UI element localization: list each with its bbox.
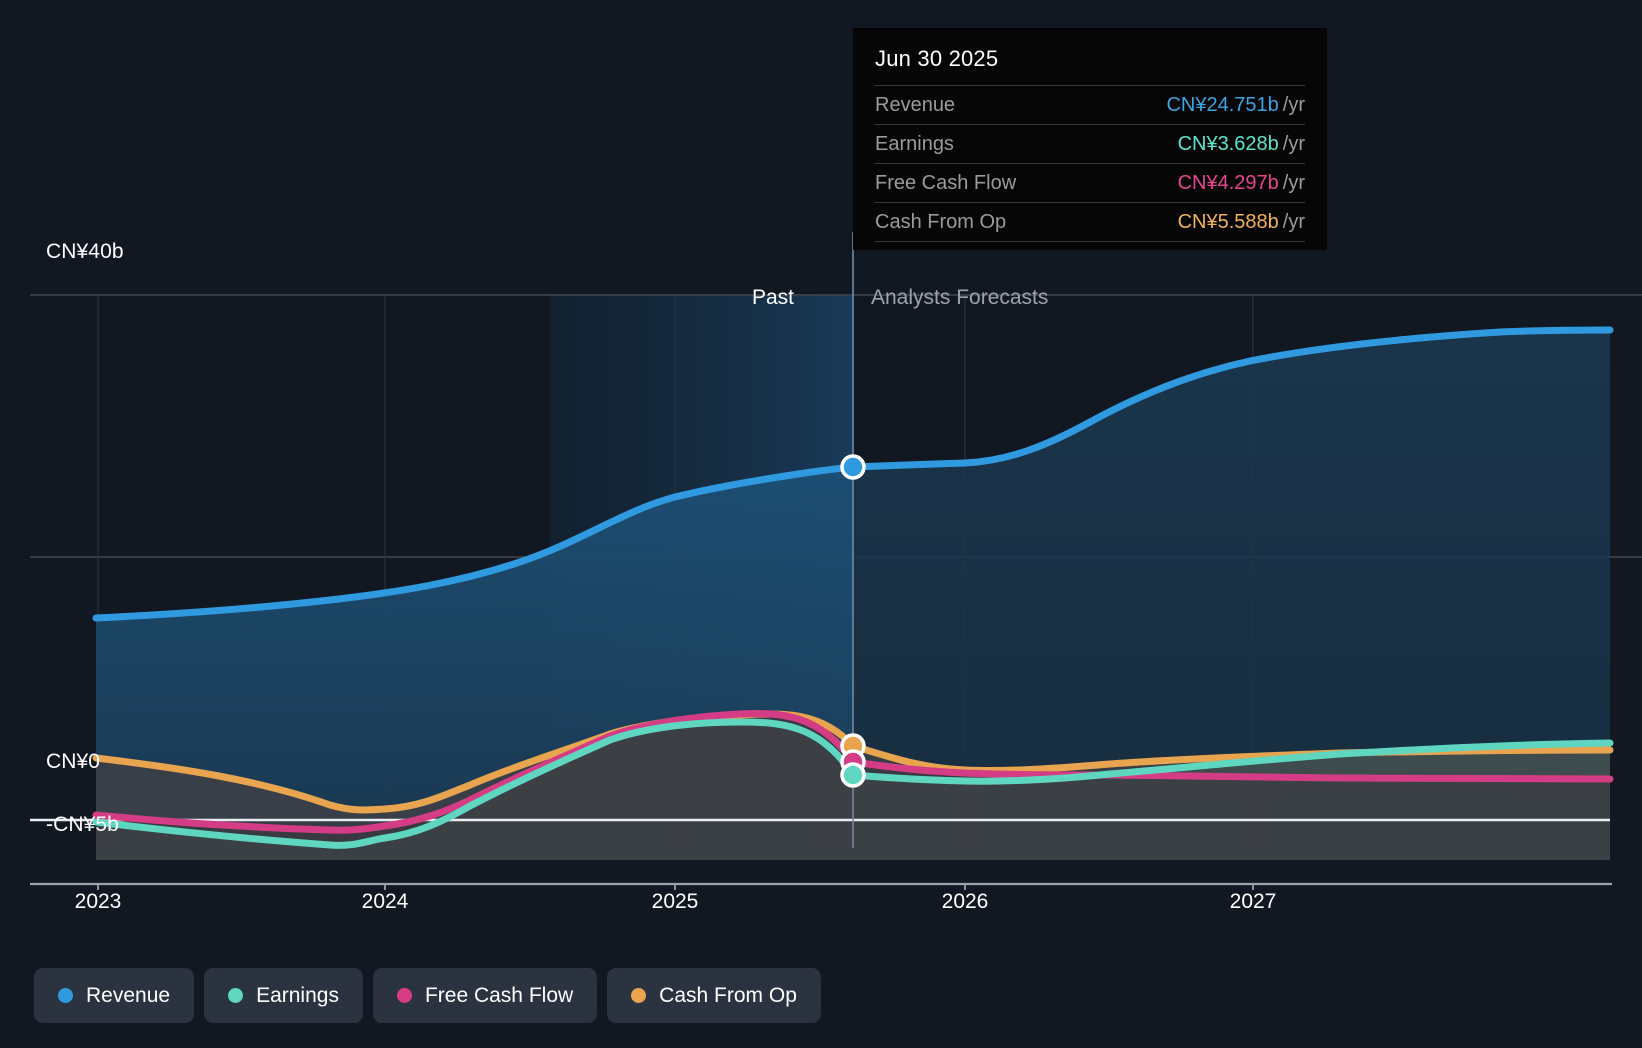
tooltip-row-label: Free Cash Flow (875, 172, 1017, 194)
marker-earnings (840, 762, 866, 788)
tooltip-row-value: CN¥24.751b (1166, 94, 1279, 116)
tooltip-row-value: CN¥4.297b (1177, 172, 1279, 194)
x-axis-label-2023: 2023 (74, 890, 122, 913)
tooltip-row-unit: /yr (1282, 172, 1305, 194)
tooltip-row-unit: /yr (1282, 133, 1305, 155)
earnings-line (92, 718, 1614, 849)
chart-legend: Revenue Earnings Free Cash Flow Cash From O… (34, 968, 821, 1023)
plot-area[interactable]: CN¥40b CN¥0 -CN¥5b Past Analysts Forecas… (0, 0, 1642, 890)
tooltip-row-value-wrap: CN¥3.628b/yr (1178, 133, 1305, 156)
past-label: Past (751, 286, 794, 309)
tooltip-date: Jun 30 2025 (875, 46, 999, 71)
tooltip-row-label: Cash From Op (875, 211, 1007, 233)
legend-item-earnings[interactable]: Earnings (204, 968, 363, 1023)
legend-item-label: Free Cash Flow (424, 983, 574, 1007)
tooltip-row-unit: /yr (1282, 94, 1305, 116)
tooltip-row-value-wrap: CN¥5.588b/yr (1178, 211, 1305, 234)
y-axis-label-bottom: -CN¥5b (46, 813, 119, 836)
tooltip-bottom-rule (875, 241, 1305, 242)
tooltip-row: Cash From Op CN¥5.588b/yr (875, 202, 1305, 241)
legend-item-label: Cash From Op (659, 983, 797, 1007)
tooltip-row-label: Revenue (875, 94, 956, 116)
legend-item-revenue[interactable]: Revenue (34, 968, 195, 1023)
y-axis-label-top: CN¥40b (46, 240, 124, 263)
legend-item-label: Revenue (86, 983, 171, 1007)
legend-color-dot-icon (58, 988, 73, 1003)
revenue-area-future (853, 330, 1610, 820)
tooltip-row-value-wrap: CN¥24.751b/yr (1166, 94, 1305, 117)
tooltip-row-value: CN¥3.628b (1177, 133, 1279, 155)
legend-color-dot-icon (396, 988, 412, 1003)
forecast-label: Analysts Forecasts (871, 286, 1049, 309)
legend-color-dot-icon (631, 988, 647, 1003)
y-axis-label-zero: CN¥0 (46, 750, 101, 773)
hover-tooltip: Jun 30 2025 Revenue CN¥24.751b/yr Earnings… (853, 28, 1327, 250)
tooltip-row-value: CN¥5.588b (1177, 211, 1279, 233)
tooltip-row-unit: /yr (1282, 211, 1305, 233)
x-axis-label-2025: 2025 (651, 890, 699, 913)
x-axis-label-2024: 2024 (361, 890, 409, 913)
tooltip-row: Earnings CN¥3.628b/yr (875, 124, 1305, 163)
x-axis-label-2026: 2026 (941, 890, 989, 913)
legend-item-cash-from-op[interactable]: Cash From Op (607, 968, 821, 1023)
x-axis-label-2027: 2027 (1229, 890, 1277, 913)
tooltip-row: Revenue CN¥24.751b/yr (875, 85, 1305, 124)
free-cash-flow-line (92, 710, 1614, 834)
plot-svg (30, 232, 1642, 890)
legend-item-label: Earnings (256, 983, 339, 1007)
tooltip-row-value-wrap: CN¥4.297b/yr (1178, 172, 1305, 195)
legend-color-dot-icon (228, 988, 244, 1003)
tooltip-rows: Revenue CN¥24.751b/yr Earnings CN¥3.628b/yr… (875, 85, 1305, 241)
marker-revenue (840, 454, 866, 480)
legend-item-free-cash-flow[interactable]: Free Cash Flow (372, 968, 598, 1023)
tooltip-row: Free Cash Flow CN¥4.297b/yr (875, 163, 1305, 202)
tooltip-row-label: Earnings (875, 133, 954, 155)
x-axis-ticks (97, 884, 1254, 890)
